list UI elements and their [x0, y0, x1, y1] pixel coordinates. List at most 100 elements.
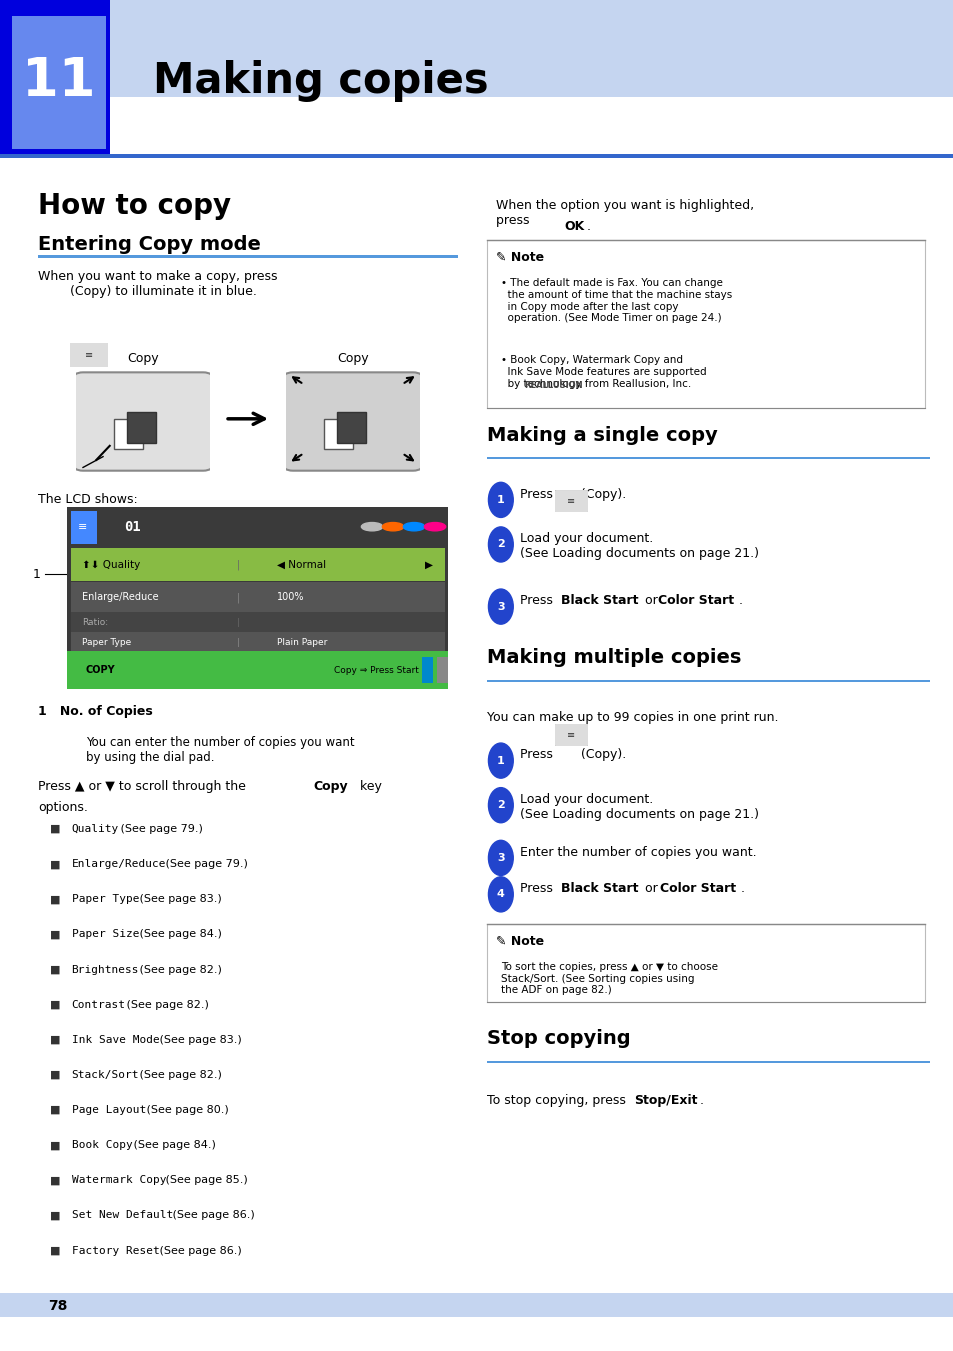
- Text: ≡: ≡: [567, 496, 575, 507]
- FancyBboxPatch shape: [553, 489, 589, 513]
- Text: Color Start: Color Start: [658, 594, 734, 608]
- Text: Press: Press: [519, 594, 557, 608]
- Text: Enter the number of copies you want.: Enter the number of copies you want.: [519, 846, 756, 859]
- Text: 2: 2: [497, 800, 504, 811]
- Text: ≡: ≡: [567, 730, 575, 740]
- Circle shape: [488, 743, 513, 778]
- Circle shape: [382, 523, 403, 531]
- Text: ■: ■: [50, 1140, 60, 1150]
- Text: .: .: [740, 882, 743, 896]
- Text: ⬆⬇ Quality: ⬆⬇ Quality: [82, 559, 140, 570]
- Text: (See page 82.): (See page 82.): [136, 965, 222, 974]
- FancyBboxPatch shape: [67, 507, 448, 655]
- FancyBboxPatch shape: [12, 16, 106, 149]
- Text: To sort the copies, press ▲ or ▼ to choose
Stack/Sort. (See Sorting copies using: To sort the copies, press ▲ or ▼ to choo…: [500, 962, 717, 996]
- Text: Enlarge/Reduce: Enlarge/Reduce: [82, 592, 158, 603]
- FancyBboxPatch shape: [553, 723, 589, 747]
- Text: ◀ Normal: ◀ Normal: [276, 559, 325, 570]
- Text: Ink Save Mode: Ink Save Mode: [71, 1035, 159, 1044]
- Text: .: .: [586, 220, 590, 234]
- Text: 1   No. of Copies: 1 No. of Copies: [38, 705, 152, 719]
- Text: Load your document.
(See Loading documents on page 21.): Load your document. (See Loading documen…: [519, 532, 759, 561]
- Text: Ratio:: Ratio:: [82, 617, 108, 627]
- Text: (See page 86.): (See page 86.): [155, 1246, 241, 1255]
- FancyBboxPatch shape: [0, 1293, 953, 1317]
- Text: 01: 01: [124, 520, 141, 534]
- Circle shape: [488, 482, 513, 517]
- Text: (See page 84.): (See page 84.): [136, 929, 222, 939]
- Text: Making multiple copies: Making multiple copies: [486, 648, 740, 667]
- Text: ≡: ≡: [85, 350, 92, 361]
- Text: Paper Type: Paper Type: [71, 894, 139, 904]
- Text: 11: 11: [22, 55, 96, 107]
- FancyBboxPatch shape: [336, 412, 366, 443]
- Text: How to copy: How to copy: [38, 192, 231, 220]
- Text: Press: Press: [519, 882, 557, 896]
- FancyBboxPatch shape: [486, 924, 924, 1002]
- FancyBboxPatch shape: [486, 457, 929, 459]
- FancyBboxPatch shape: [127, 412, 156, 443]
- Text: .: .: [699, 1094, 702, 1108]
- Text: ■: ■: [50, 1210, 60, 1220]
- FancyBboxPatch shape: [0, 0, 953, 97]
- Text: Copy ⇒ Press Start: Copy ⇒ Press Start: [334, 666, 418, 674]
- Text: Plain Paper: Plain Paper: [276, 638, 327, 647]
- Text: Press       (Copy).: Press (Copy).: [519, 488, 625, 501]
- Text: Load your document.
(See Loading documents on page 21.): Load your document. (See Loading documen…: [519, 793, 759, 821]
- Text: Black Start: Black Start: [560, 882, 638, 896]
- Text: The LCD shows:: The LCD shows:: [38, 493, 138, 507]
- Text: OK: OK: [564, 220, 584, 234]
- FancyBboxPatch shape: [67, 651, 448, 689]
- FancyBboxPatch shape: [38, 255, 457, 258]
- FancyBboxPatch shape: [72, 373, 213, 470]
- Text: (See page 83.): (See page 83.): [136, 894, 222, 904]
- Circle shape: [424, 523, 445, 531]
- Text: |: |: [236, 592, 240, 603]
- FancyBboxPatch shape: [0, 0, 110, 155]
- Text: Contrast: Contrast: [71, 1000, 126, 1009]
- Text: (See page 84.): (See page 84.): [130, 1140, 215, 1150]
- Text: options.: options.: [38, 801, 88, 815]
- FancyBboxPatch shape: [71, 612, 444, 632]
- FancyBboxPatch shape: [486, 680, 929, 682]
- Circle shape: [361, 523, 382, 531]
- Circle shape: [488, 788, 513, 823]
- Text: Copy: Copy: [127, 351, 159, 365]
- Text: Quality: Quality: [71, 824, 119, 834]
- Text: (See page 85.): (See page 85.): [162, 1175, 248, 1185]
- Circle shape: [488, 877, 513, 912]
- Text: • The default made is Fax. You can change
  the amount of time that the machine : • The default made is Fax. You can chang…: [500, 278, 731, 323]
- Text: (See page 86.): (See page 86.): [169, 1210, 254, 1220]
- Text: 78: 78: [48, 1300, 67, 1313]
- Text: (See page 83.): (See page 83.): [155, 1035, 241, 1044]
- Text: ■: ■: [50, 965, 60, 974]
- FancyBboxPatch shape: [71, 549, 444, 581]
- Text: 3: 3: [497, 601, 504, 612]
- Text: (See page 79.): (See page 79.): [162, 859, 248, 869]
- Text: ■: ■: [50, 1105, 60, 1115]
- FancyBboxPatch shape: [71, 511, 97, 544]
- Text: 1: 1: [497, 494, 504, 505]
- Circle shape: [488, 840, 513, 875]
- Text: When the option you want is highlighted,
press: When the option you want is highlighted,…: [496, 199, 754, 227]
- Text: ■: ■: [50, 1035, 60, 1044]
- Circle shape: [403, 523, 424, 531]
- Text: ■: ■: [50, 859, 60, 869]
- Text: Brightness: Brightness: [71, 965, 139, 974]
- Text: (See page 82.): (See page 82.): [123, 1000, 209, 1009]
- Text: When you want to make a copy, press
        (Copy) to illuminate it in blue.: When you want to make a copy, press (Cop…: [38, 270, 277, 299]
- FancyBboxPatch shape: [0, 154, 953, 158]
- Circle shape: [488, 527, 513, 562]
- Text: Stack/Sort: Stack/Sort: [71, 1070, 139, 1079]
- Text: or: or: [640, 882, 661, 896]
- FancyBboxPatch shape: [282, 373, 423, 470]
- Text: |: |: [236, 617, 240, 627]
- Text: 1: 1: [32, 567, 40, 581]
- Text: Watermark Copy: Watermark Copy: [71, 1175, 166, 1185]
- Text: 3: 3: [497, 852, 504, 863]
- Text: Black Start: Black Start: [560, 594, 638, 608]
- Circle shape: [488, 589, 513, 624]
- FancyBboxPatch shape: [436, 657, 448, 684]
- Text: 100%: 100%: [276, 592, 304, 603]
- Text: Paper Type: Paper Type: [82, 638, 132, 647]
